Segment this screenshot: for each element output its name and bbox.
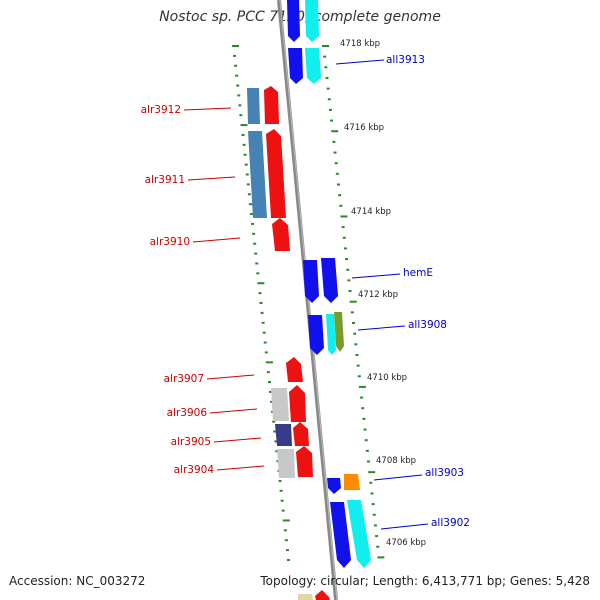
forward-genes: [247, 86, 330, 600]
gene-bottom-neighbor[interactable]: [298, 594, 313, 600]
gene-all3902-a[interactable]: [330, 502, 351, 568]
gene-all3913[interactable]: [288, 48, 303, 84]
tick-4718: 4718 kbp: [340, 39, 380, 49]
gene-all3903-a[interactable]: [327, 478, 341, 494]
label-alr3907[interactable]: alr3907: [164, 373, 204, 385]
right-label-lines: [335, 59, 429, 530]
label-alr3906[interactable]: alr3906: [167, 407, 208, 419]
gene-alr3910[interactable]: [272, 218, 290, 251]
gene-alr3906[interactable]: [289, 385, 306, 422]
left-label-lines: [183, 107, 265, 471]
tick-labels: 4718 kbp 4716 kbp 4714 kbp 4712 kbp 4710…: [340, 39, 426, 548]
label-alr3905[interactable]: alr3905: [171, 436, 211, 448]
tick-4716: 4716 kbp: [344, 123, 384, 133]
gene-all3908-cyan[interactable]: [326, 314, 336, 355]
label-all3913[interactable]: all3913: [386, 54, 425, 66]
label-alr3910[interactable]: alr3910: [150, 236, 190, 248]
gene-alr3904-neighbor[interactable]: [277, 449, 295, 478]
right-labels: all3913 hemE all3908 all3903 all3902: [386, 54, 470, 529]
tick-4714: 4714 kbp: [351, 207, 391, 217]
label-all3908[interactable]: all3908: [408, 319, 447, 331]
gene-alr3912-neighbor[interactable]: [247, 88, 260, 124]
gene-alr3907[interactable]: [286, 357, 303, 382]
gene-alr3906-neighbor[interactable]: [271, 388, 289, 421]
gene-alr3904[interactable]: [296, 446, 313, 477]
gene-bottom[interactable]: [315, 590, 330, 600]
reverse-genes: [287, 0, 371, 568]
gene-hemE-a[interactable]: [303, 260, 319, 303]
gene-top-reverse[interactable]: [287, 0, 300, 42]
genome-summary-text: Topology: circular; Length: 6,413,771 bp…: [260, 574, 590, 588]
tick-4708: 4708 kbp: [376, 456, 416, 466]
gene-all3903[interactable]: [344, 474, 360, 490]
tick-4712: 4712 kbp: [358, 290, 398, 300]
gene-alr3905[interactable]: [293, 422, 309, 446]
gene-alr3912[interactable]: [264, 86, 279, 124]
left-labels: alr3912 alr3911 alr3910 alr3907 alr3906 …: [141, 104, 215, 476]
gene-alr3911[interactable]: [266, 129, 286, 218]
gene-alr3911-neighbor[interactable]: [248, 131, 267, 218]
guide-tracks: [232, 45, 385, 561]
gene-hemE[interactable]: [321, 258, 338, 303]
label-all3902[interactable]: all3902: [431, 517, 470, 529]
gene-top-cyan[interactable]: [305, 0, 319, 42]
gene-all3908[interactable]: [334, 312, 344, 352]
gene-alr3905-neighbor[interactable]: [275, 424, 292, 446]
label-all3903[interactable]: all3903: [425, 467, 464, 479]
gene-all3908-a[interactable]: [308, 315, 324, 355]
gene-all3913-cyan[interactable]: [305, 48, 321, 84]
label-hemE[interactable]: hemE: [403, 267, 433, 279]
genome-backbone: [277, 0, 338, 600]
label-alr3911[interactable]: alr3911: [145, 174, 185, 186]
label-alr3904[interactable]: alr3904: [174, 464, 215, 476]
genome-title: Nostoc sp. PCC 7120, complete genome: [159, 9, 441, 25]
tick-4710: 4710 kbp: [367, 373, 407, 383]
genome-backbone-highlight: [279, 0, 338, 600]
tick-4706: 4706 kbp: [386, 538, 426, 548]
gene-all3902[interactable]: [347, 500, 371, 568]
label-alr3912[interactable]: alr3912: [141, 104, 181, 116]
accession-text: Accession: NC_003272: [9, 574, 146, 588]
